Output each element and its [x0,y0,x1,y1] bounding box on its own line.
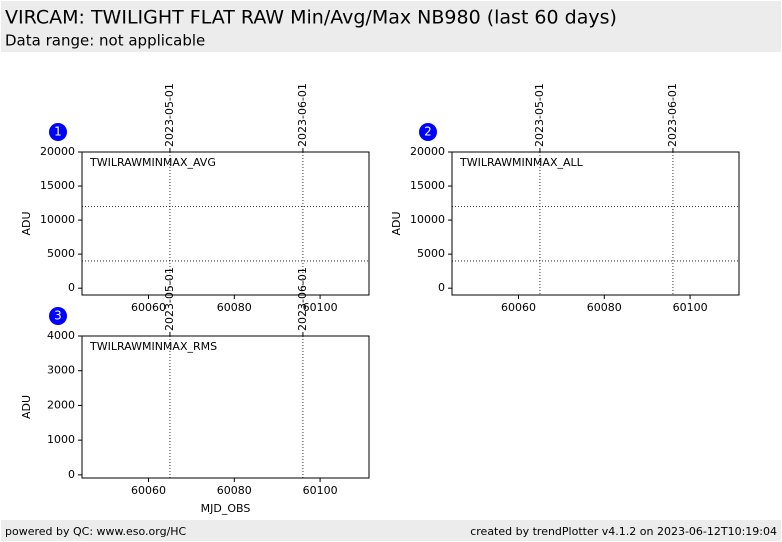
date-label: 2023-06-01 [296,267,309,331]
header-bar [1,1,781,52]
footer-right: created by trendPlotter v4.1.2 on 2023-0… [470,525,777,538]
x-tick-label: 60080 [217,301,252,314]
date-label: 2023-05-01 [163,267,176,331]
y-tick-label: 5000 [417,247,445,260]
panel-badge [419,123,437,141]
y-axis-label: ADU [20,211,33,235]
x-tick-label: 60080 [587,301,622,314]
y-tick-label: 0 [68,281,75,294]
date-label: 2023-06-01 [666,83,679,147]
x-tick-label: 60100 [303,484,338,497]
x-tick-label: 60060 [131,484,166,497]
panel-badge [49,307,67,325]
y-tick-label: 0 [68,468,75,481]
panel-badge-number: 3 [54,309,62,323]
x-tick-label: 60080 [217,484,252,497]
page-title: VIRCAM: TWILIGHT FLAT RAW Min/Avg/Max NB… [5,7,617,29]
y-tick-label: 20000 [40,145,75,158]
footer-bar [1,520,781,541]
x-axis-label: MJD_OBS [201,502,251,515]
x-tick-label: 60100 [673,301,708,314]
x-tick-label: 60100 [303,301,338,314]
date-label: 2023-05-01 [163,83,176,147]
y-tick-label: 5000 [47,247,75,260]
y-axis-label: ADU [390,211,403,235]
y-tick-label: 10000 [410,213,445,226]
plot-area [451,151,740,296]
y-tick-label: 10000 [40,213,75,226]
panel-label: TWILRAWMINMAX_AVG [89,156,216,169]
panel-badge [49,123,67,141]
x-tick-label: 60060 [131,301,166,314]
panel-badge-number: 1 [54,125,62,139]
x-tick-label: 60060 [501,301,536,314]
date-label: 2023-06-01 [296,83,309,147]
panel-label: TWILRAWMINMAX_RMS [89,340,217,353]
y-tick-label: 3000 [47,364,75,377]
y-tick-label: 20000 [410,145,445,158]
y-tick-label: 1000 [47,433,75,446]
y-axis-label: ADU [20,395,33,419]
y-tick-label: 15000 [410,179,445,192]
plot-area [81,151,370,296]
footer-left: powered by QC: www.eso.org/HC [5,525,187,538]
date-label: 2023-05-01 [533,83,546,147]
plot-area [81,335,370,479]
y-tick-label: 4000 [47,329,75,342]
page-subtitle: Data range: not applicable [5,32,205,50]
y-tick-label: 15000 [40,179,75,192]
panel-label: TWILRAWMINMAX_ALL [459,156,584,169]
y-tick-label: 0 [438,281,445,294]
y-tick-label: 2000 [47,398,75,411]
panel-badge-number: 2 [424,125,432,139]
